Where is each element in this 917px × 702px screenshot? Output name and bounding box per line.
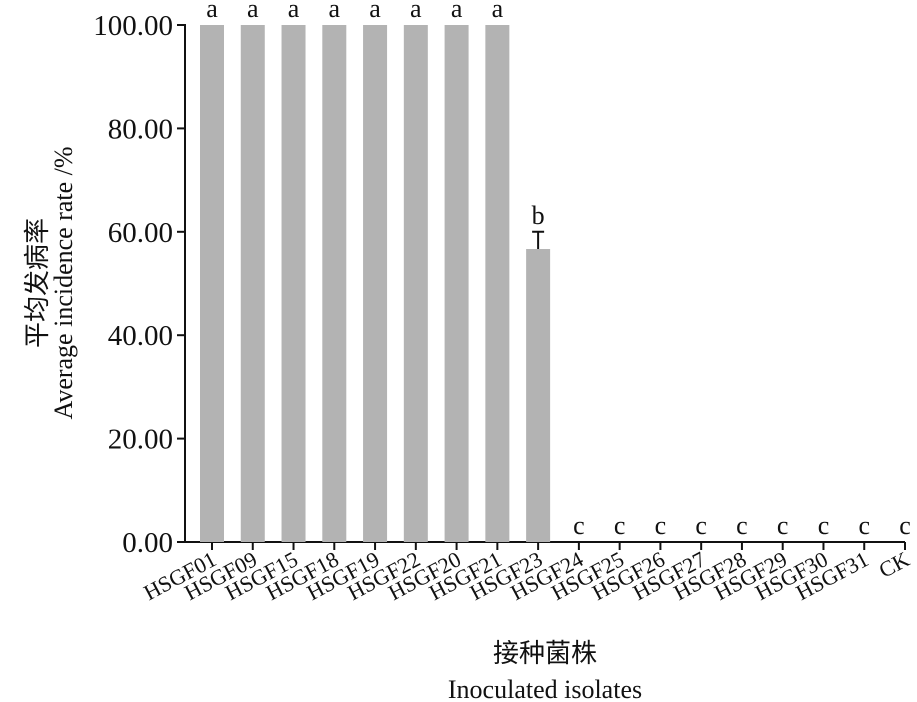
significance-label: a [206, 0, 218, 23]
significance-label: a [329, 0, 341, 23]
significance-label: c [818, 511, 830, 540]
error-bar [532, 230, 545, 250]
bar [240, 25, 265, 542]
bar [200, 25, 224, 542]
significance-label: a [410, 0, 422, 23]
y-tick-label: 0.00 [122, 527, 173, 559]
significance-label: c [614, 511, 626, 540]
y-tick-label: 100.00 [93, 10, 173, 42]
significance-label: a [492, 0, 504, 23]
y-tick-label: 40.00 [108, 320, 173, 352]
y-axis-label: 平均发病率 [23, 218, 52, 348]
significance-label: a [369, 0, 381, 23]
bar [322, 25, 347, 542]
x-axis-label: 接种菌株 [493, 639, 597, 668]
y-tick-label: 20.00 [108, 424, 173, 456]
significance-label: c [695, 511, 707, 540]
y-tick-label: 60.00 [108, 217, 173, 249]
bar [403, 25, 428, 542]
significance-label: b [532, 201, 545, 230]
significance-label: a [247, 0, 259, 23]
significance-label: a [451, 0, 463, 23]
x-tick-label: CK [875, 546, 914, 582]
x-axis-label: Inoculated isolates [448, 675, 642, 702]
significance-label: a [288, 0, 300, 23]
significance-label: c [655, 511, 667, 540]
bar [363, 25, 388, 542]
bar [444, 25, 469, 542]
bar [281, 25, 306, 542]
y-tick-label: 80.00 [108, 113, 173, 145]
significance-label: c [736, 511, 748, 540]
y-axis-label: Average incidence rate /% [49, 146, 78, 419]
bar [526, 249, 551, 542]
significance-label: c [777, 511, 789, 540]
significance-label: c [899, 511, 911, 540]
significance-label: c [573, 511, 585, 540]
significance-label: c [858, 511, 870, 540]
bar [485, 25, 510, 542]
